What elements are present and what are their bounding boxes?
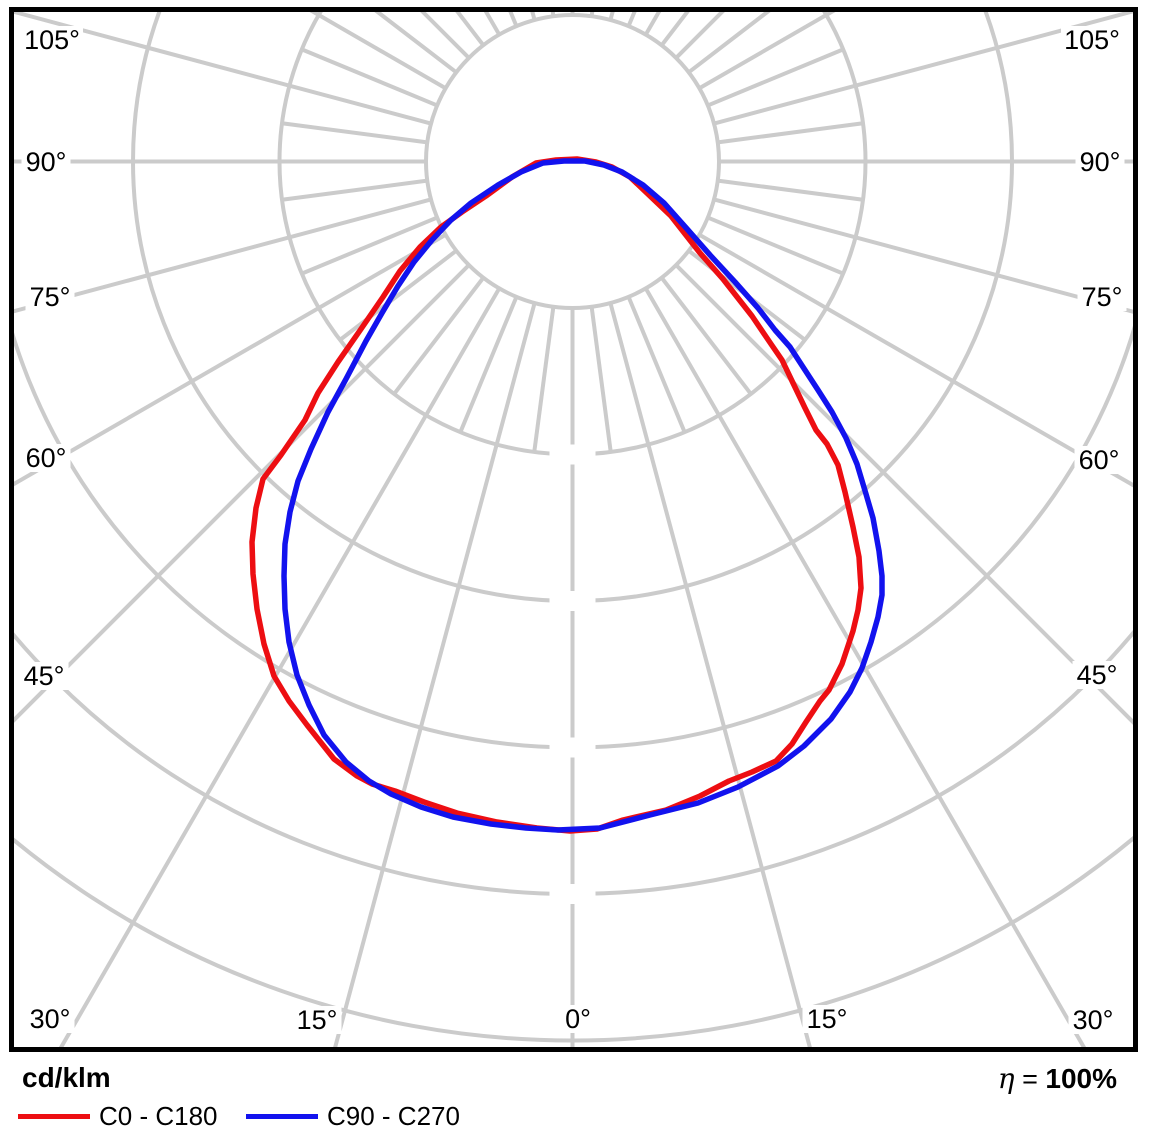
legend-item-c0-c180: C0 - C180 bbox=[18, 1100, 218, 1132]
gamma-axis-label: 60° bbox=[1079, 445, 1120, 475]
gamma-axis-label: 0° bbox=[565, 1004, 591, 1034]
eta-equals: = bbox=[1022, 1064, 1038, 1094]
gamma-axis-label: 30° bbox=[1073, 1005, 1114, 1035]
eta-symbol: η bbox=[997, 1062, 1015, 1095]
gamma-axis-label: 75° bbox=[1082, 282, 1123, 312]
gamma-axis-label: 15° bbox=[807, 1004, 848, 1034]
legend-line-red bbox=[18, 1113, 90, 1119]
gamma-axis-label: 90° bbox=[1080, 147, 1121, 177]
legend-label: C0 - C180 bbox=[99, 1100, 218, 1131]
eta-value: 100% bbox=[1045, 1063, 1117, 1094]
gamma-axis-label: 90° bbox=[26, 147, 67, 177]
radial-unit-label: cd/klm bbox=[22, 1062, 111, 1093]
legend-label: C90 - C270 bbox=[327, 1100, 460, 1131]
gamma-axis-label: 75° bbox=[30, 282, 71, 312]
legend-item-c90-c270: C90 - C270 bbox=[246, 1100, 460, 1132]
gamma-axis-label: 105° bbox=[1064, 25, 1120, 55]
gamma-axis-label: 60° bbox=[26, 443, 67, 473]
gamma-axis-label: 45° bbox=[1077, 660, 1118, 690]
gamma-axis-label: 45° bbox=[24, 661, 65, 691]
legend-line-blue bbox=[246, 1113, 318, 1119]
gamma-axis-label: 105° bbox=[24, 25, 80, 55]
gamma-axis-label: 30° bbox=[30, 1004, 71, 1034]
light-output-ratio: η = 100% bbox=[998, 1062, 1117, 1095]
gamma-axis-label: 15° bbox=[297, 1005, 338, 1035]
curve-c90-c270 bbox=[281, 158, 885, 833]
